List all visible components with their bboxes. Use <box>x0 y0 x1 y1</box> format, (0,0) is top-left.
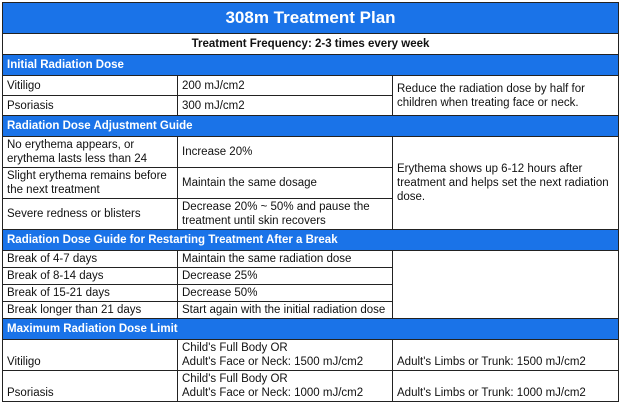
table-row: No erythema appears, or erythema lasts l… <box>2 136 620 230</box>
section-header-adjust: Radiation Dose Adjustment Guide <box>1 115 620 137</box>
row-value-line1: Child's Full Body OR <box>182 373 288 385</box>
row-label[interactable]: Psoriasis <box>2 95 178 116</box>
row-label[interactable]: Psoriasis <box>2 370 178 402</box>
adjust-note[interactable]: Erythema shows up 6-12 hours after treat… <box>391 136 620 230</box>
restart-empty-cell[interactable] <box>391 250 620 319</box>
row-label[interactable]: Vitiligo <box>2 75 178 96</box>
row-label[interactable]: Break of 15-21 days <box>2 284 178 302</box>
frequency-row: Treatment Frequency: 2-3 times every wee… <box>1 33 620 55</box>
row-value-line2: Adult's Face or Neck: 1000 mJ/cm2 <box>182 387 364 399</box>
row-value-line1: Child's Full Body OR <box>182 342 288 354</box>
table-row: Break of 4-7 days Maintain the same radi… <box>2 250 620 319</box>
row-label[interactable]: Vitiligo <box>2 339 178 371</box>
section-title-initial[interactable]: Initial Radiation Dose <box>1 54 620 76</box>
row-value[interactable]: 200 mJ/cm2 <box>177 75 393 96</box>
row-value[interactable]: Start again with the initial radiation d… <box>177 301 393 319</box>
section-title-max[interactable]: Maximum Radiation Dose Limit <box>1 318 620 340</box>
row-value[interactable]: Decrease 50% <box>177 284 393 302</box>
row-value[interactable]: Increase 20% <box>177 136 393 168</box>
row-label[interactable]: No erythema appears, or erythema lasts l… <box>2 136 178 168</box>
section-header-restart: Radiation Dose Guide for Restarting Trea… <box>1 229 620 251</box>
table-row: Vitiligo Child's Full Body OR Adult's Fa… <box>2 339 620 371</box>
row-label[interactable]: Break of 4-7 days <box>2 250 178 268</box>
table-row: Psoriasis Child's Full Body OR Adult's F… <box>2 370 620 402</box>
row-value[interactable]: 300 mJ/cm2 <box>177 95 393 116</box>
row-label[interactable]: Break of 8-14 days <box>2 267 178 285</box>
section-title-restart[interactable]: Radiation Dose Guide for Restarting Trea… <box>1 229 620 251</box>
table-row: Severe redness or blisters Decrease 20% … <box>2 198 619 230</box>
row-value[interactable]: Maintain the same dosage <box>177 167 393 199</box>
title-row: 308m Treatment Plan <box>1 2 620 34</box>
row-value-line2: Adult's Face or Neck: 1500 mJ/cm2 <box>182 356 364 368</box>
row-label[interactable]: Break longer than 21 days <box>2 301 178 319</box>
row-label[interactable]: Slight erythema remains before the next … <box>2 167 178 199</box>
row-value[interactable]: Child's Full Body OR Adult's Face or Nec… <box>177 370 393 402</box>
section-header-initial: Initial Radiation Dose <box>1 54 620 76</box>
table-title[interactable]: 308m Treatment Plan <box>1 2 620 34</box>
row-value[interactable]: Maintain the same radiation dose <box>177 250 393 268</box>
treatment-plan-table: 308m Treatment Plan Treatment Frequency:… <box>1 2 620 402</box>
section-header-max: Maximum Radiation Dose Limit <box>1 318 620 340</box>
row-label[interactable]: Severe redness or blisters <box>2 198 178 230</box>
table-row: Vitiligo 200 mJ/cm2 Reduce the radiation… <box>2 75 620 116</box>
initial-note[interactable]: Reduce the radiation dose by half for ch… <box>391 75 620 116</box>
row-note[interactable]: Adult's Limbs or Trunk: 1500 mJ/cm2 <box>391 339 620 371</box>
row-note[interactable]: Adult's Limbs or Trunk: 1000 mJ/cm2 <box>391 370 620 402</box>
row-value[interactable]: Child's Full Body OR Adult's Face or Nec… <box>177 339 393 371</box>
treatment-frequency[interactable]: Treatment Frequency: 2-3 times every wee… <box>1 33 620 55</box>
table-row: Break of 8-14 days Decrease 25% <box>2 267 619 285</box>
row-value[interactable]: Decrease 25% <box>177 267 393 285</box>
section-title-adjust[interactable]: Radiation Dose Adjustment Guide <box>1 115 620 137</box>
row-value[interactable]: Decrease 20% ~ 50% and pause the treatme… <box>177 198 393 230</box>
